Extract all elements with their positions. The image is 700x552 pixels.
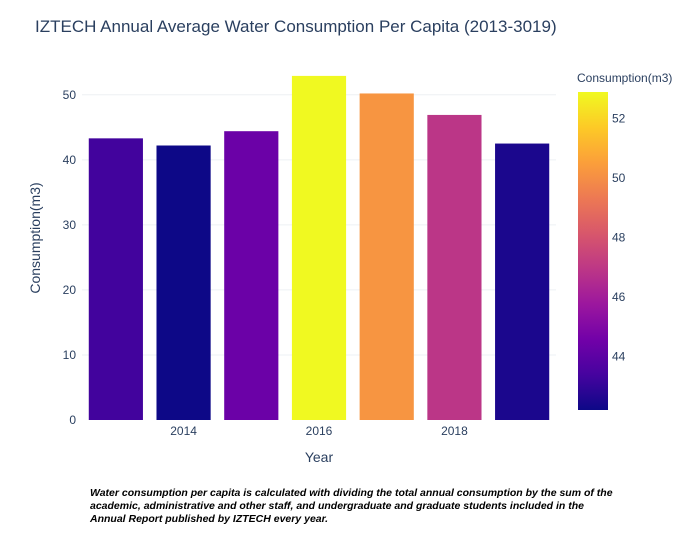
bar	[88, 138, 143, 420]
colorbar-tick-label: 52	[612, 112, 626, 126]
colorbar-tick-label: 46	[612, 290, 626, 304]
x-axis-label: Year	[305, 449, 334, 465]
chart-title: IZTECH Annual Average Water Consumption …	[35, 17, 557, 36]
x-tick-label: 2014	[170, 424, 197, 438]
y-tick-label: 10	[63, 348, 77, 362]
x-tick-label: 2016	[306, 424, 333, 438]
colorbar-tick-label: 50	[612, 171, 626, 185]
y-tick-label: 40	[63, 153, 77, 167]
bar	[291, 75, 347, 420]
bars	[88, 75, 550, 421]
x-tick-label: 2018	[441, 424, 468, 438]
bar	[495, 143, 550, 421]
colorbar-gradient	[578, 92, 608, 410]
bar	[224, 131, 279, 421]
footnote: Water consumption per capita is calculat…	[90, 487, 613, 525]
y-axis-ticks: 0 10 20 30 40 50	[63, 88, 77, 427]
y-axis-label: Consumption(m3)	[27, 182, 43, 293]
y-tick-label: 20	[63, 283, 77, 297]
y-tick-label: 50	[63, 88, 77, 102]
bar	[359, 93, 414, 420]
y-tick-label: 30	[63, 218, 77, 232]
colorbar-title: Consumption(m3)	[577, 71, 672, 85]
colorbar: Consumption(m3) 44 46 48 50 52	[577, 71, 672, 410]
bar	[156, 145, 211, 420]
y-tick-label: 0	[69, 413, 76, 427]
bar	[427, 114, 482, 420]
x-axis-ticks: 2014 2016 2018	[170, 424, 468, 438]
colorbar-tick-label: 48	[612, 231, 626, 245]
colorbar-tick-label: 44	[612, 350, 626, 364]
colorbar-ticks: 44 46 48 50 52	[612, 112, 626, 364]
